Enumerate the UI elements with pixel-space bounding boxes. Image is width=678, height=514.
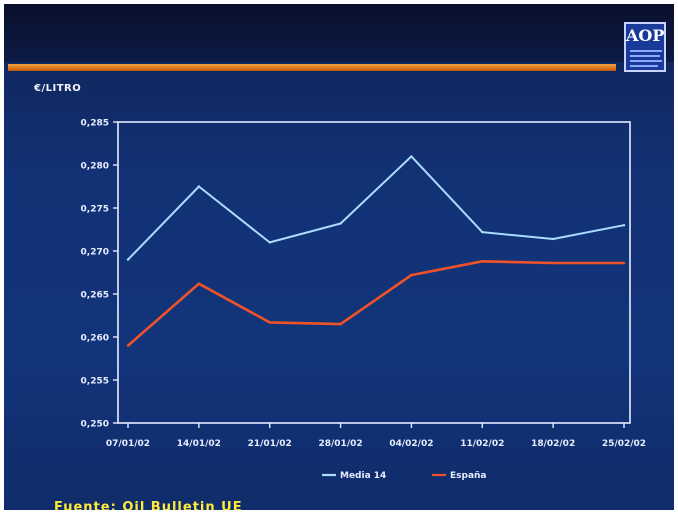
data-point xyxy=(268,241,271,244)
y-axis-unit-label: €/LITRO xyxy=(34,83,82,94)
x-tick-label: 28/01/02 xyxy=(318,439,362,449)
data-point xyxy=(551,237,555,241)
data-point xyxy=(410,273,413,277)
y-tick-label: 0,275 xyxy=(81,205,109,215)
logo-line xyxy=(630,60,662,62)
legend-label: España xyxy=(450,471,487,481)
y-tick-label: 0,265 xyxy=(81,291,109,301)
data-point xyxy=(268,321,271,324)
y-tick-label: 0,250 xyxy=(81,420,109,430)
y-tick-label: 0,270 xyxy=(81,248,109,258)
data-point xyxy=(126,258,130,261)
y-tick-label: 0,280 xyxy=(81,162,109,172)
data-point xyxy=(339,322,342,326)
data-point xyxy=(197,282,201,285)
x-tick-label: 18/02/02 xyxy=(531,439,575,449)
data-point xyxy=(622,261,626,265)
x-tick-label: 04/02/02 xyxy=(389,439,433,449)
x-tick-label: 25/02/02 xyxy=(602,439,646,449)
data-point xyxy=(197,185,201,188)
x-tick-label: 11/02/02 xyxy=(460,439,504,449)
logo-line xyxy=(630,55,660,57)
data-point xyxy=(481,260,484,263)
aop-logo: AOP xyxy=(624,22,666,72)
data-point xyxy=(551,261,555,265)
data-point xyxy=(622,224,626,227)
x-tick-label: 21/01/02 xyxy=(248,439,292,449)
y-tick-label: 0,260 xyxy=(81,334,109,344)
x-tick-label: 14/01/02 xyxy=(177,439,221,449)
y-tick-label: 0,255 xyxy=(81,377,109,387)
plot-frame xyxy=(117,121,631,424)
header-bar xyxy=(4,4,674,62)
source-note: Fuente: Oil Bulletin UE xyxy=(54,500,243,510)
line-chart: 0,250 0,255 0,260 0,265 0,270 0,275 0,280 0,285… xyxy=(81,119,647,482)
data-point xyxy=(410,155,413,158)
logo-line xyxy=(630,50,662,52)
logo-line xyxy=(630,65,658,67)
data-point xyxy=(481,230,484,234)
series-line-espana xyxy=(127,259,624,347)
slide: AOP €/LITRO 0,250 0,255 0,260 0,265 0,270 0,2… xyxy=(4,4,674,510)
y-tick-label: 0,285 xyxy=(81,119,109,129)
orange-rule xyxy=(8,64,616,71)
legend-label: Media 14 xyxy=(340,471,386,481)
data-point xyxy=(339,222,342,225)
logo-text: AOP xyxy=(626,26,665,45)
data-point xyxy=(126,344,130,347)
x-tick-label: 07/01/02 xyxy=(106,439,150,449)
series-line-media-14 xyxy=(127,155,625,261)
